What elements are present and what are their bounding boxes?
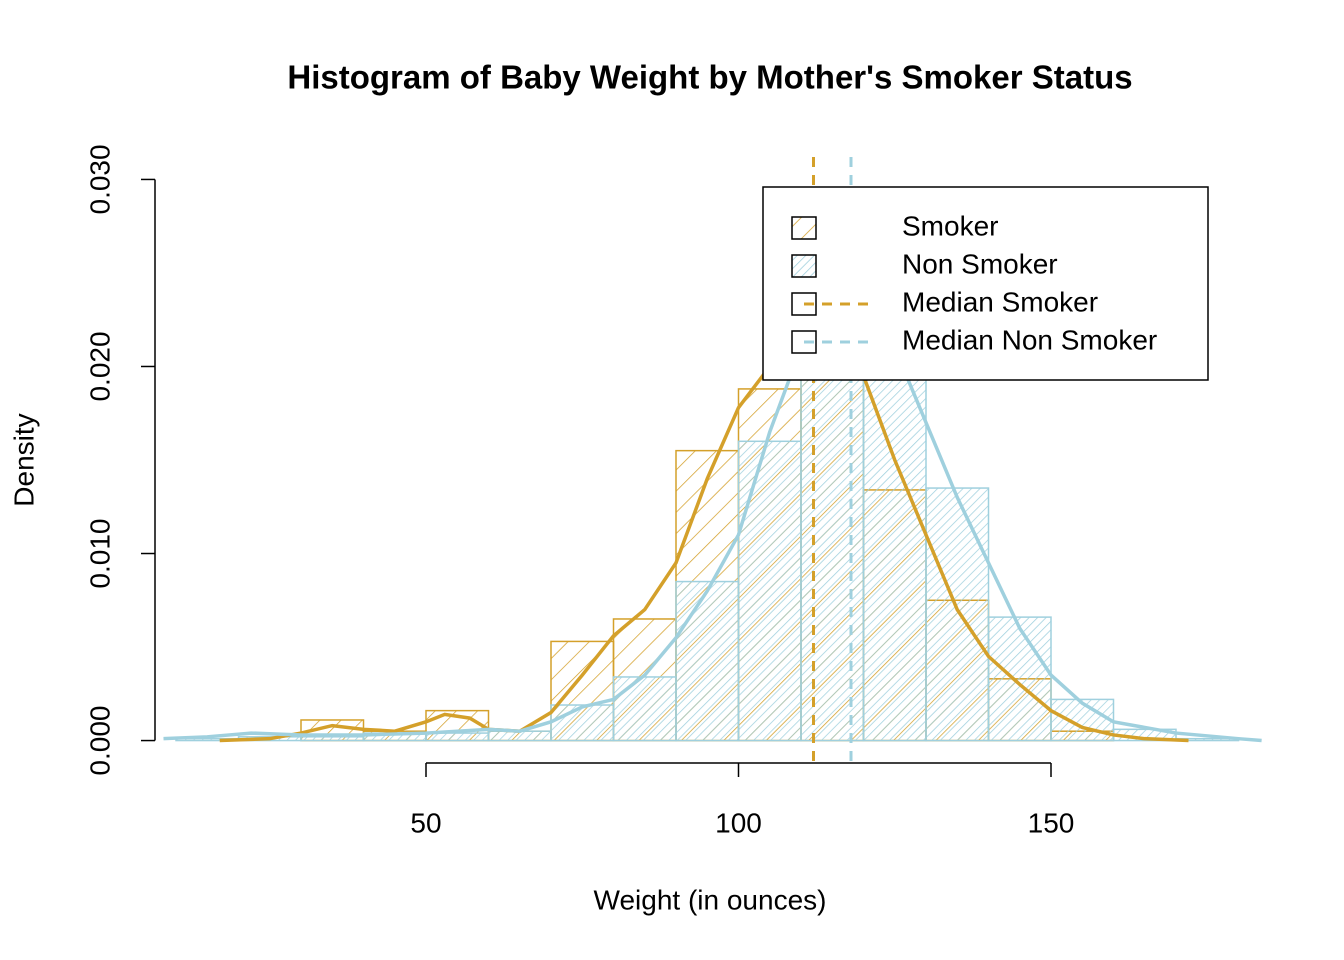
legend-swatch	[791, 216, 817, 240]
legend-label: Median Smoker	[902, 286, 1098, 317]
legend-swatch	[791, 254, 817, 278]
histogram-bar	[925, 487, 990, 742]
legend-label: Smoker	[902, 210, 998, 241]
histogram-bar	[300, 736, 365, 742]
y-tick-label: 0.030	[84, 144, 115, 214]
x-tick-label: 150	[1028, 807, 1075, 838]
legend-box	[762, 186, 1209, 381]
legend-label: Non Smoker	[902, 248, 1058, 279]
legend-label: Median Non Smoker	[902, 324, 1157, 355]
density-curve	[163, 299, 1262, 743]
y-tick-label: 0.010	[84, 518, 115, 588]
y-tick-label: 0.020	[84, 331, 115, 401]
y-tick-label: 0.000	[84, 706, 115, 776]
x-tick-label: 50	[410, 807, 441, 838]
density-curve	[219, 289, 1189, 743]
x-axis-label: Weight (in ounces)	[594, 884, 827, 915]
histogram-bar	[987, 616, 1052, 742]
y-axis-label: Density	[8, 413, 39, 506]
histogram-bar	[737, 440, 802, 742]
histogram-bar	[612, 676, 677, 742]
x-tick-label: 100	[715, 807, 762, 838]
histogram-bar	[550, 704, 615, 742]
histogram-bar	[675, 580, 740, 742]
chart-title: Histogram of Baby Weight by Mother's Smo…	[287, 59, 1132, 96]
histogram-bar	[862, 373, 927, 742]
